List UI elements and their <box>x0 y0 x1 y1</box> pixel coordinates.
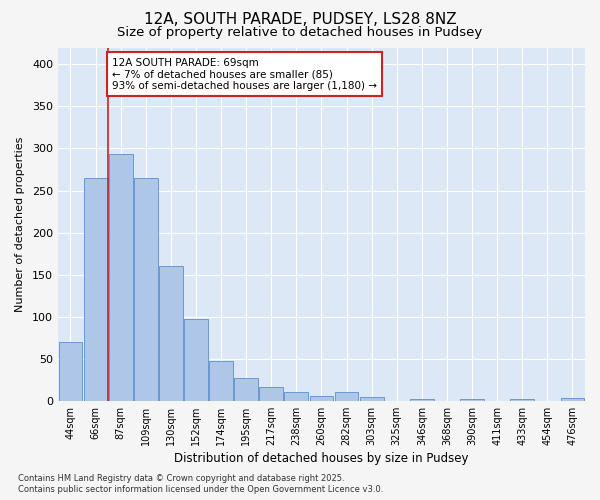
Bar <box>234 378 258 401</box>
Bar <box>335 392 358 401</box>
Bar <box>159 266 183 401</box>
Text: 12A, SOUTH PARADE, PUDSEY, LS28 8NZ: 12A, SOUTH PARADE, PUDSEY, LS28 8NZ <box>143 12 457 28</box>
Bar <box>59 342 82 401</box>
Bar <box>109 154 133 401</box>
Text: 12A SOUTH PARADE: 69sqm
← 7% of detached houses are smaller (85)
93% of semi-det: 12A SOUTH PARADE: 69sqm ← 7% of detached… <box>112 58 377 91</box>
Bar <box>460 399 484 401</box>
Bar <box>410 399 434 401</box>
X-axis label: Distribution of detached houses by size in Pudsey: Distribution of detached houses by size … <box>174 452 469 465</box>
Bar <box>360 398 383 401</box>
Bar <box>284 392 308 401</box>
Y-axis label: Number of detached properties: Number of detached properties <box>15 136 25 312</box>
Bar <box>134 178 158 401</box>
Bar <box>511 399 534 401</box>
Bar <box>184 319 208 401</box>
Text: Contains HM Land Registry data © Crown copyright and database right 2025.
Contai: Contains HM Land Registry data © Crown c… <box>18 474 383 494</box>
Text: Size of property relative to detached houses in Pudsey: Size of property relative to detached ho… <box>118 26 482 39</box>
Bar <box>310 396 334 401</box>
Bar <box>259 386 283 401</box>
Bar <box>560 398 584 401</box>
Bar <box>83 178 107 401</box>
Bar <box>209 362 233 401</box>
